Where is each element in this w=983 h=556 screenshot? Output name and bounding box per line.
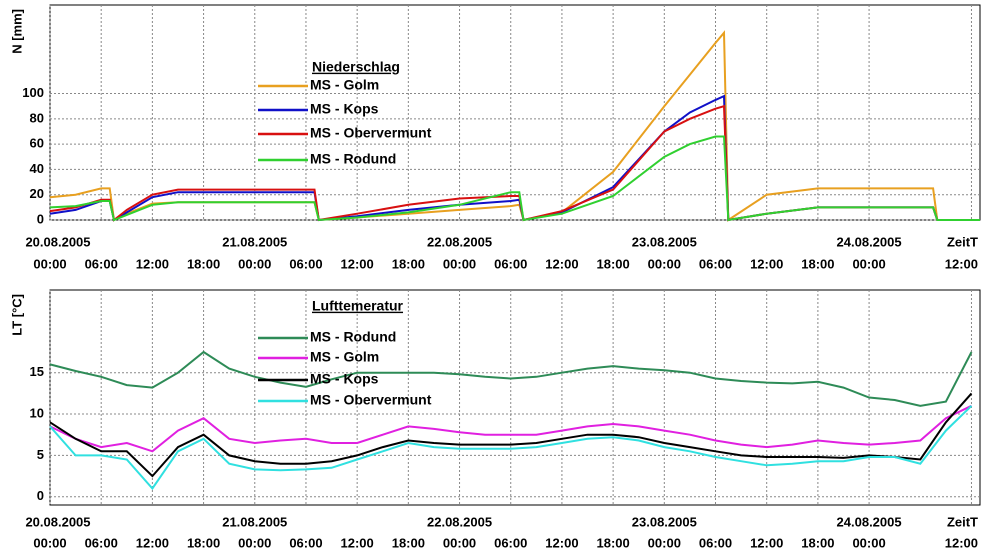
legend-label: MS - Golm (310, 349, 379, 365)
y-tick-label: 80 (30, 110, 44, 125)
x-tick-label: 00:00 (33, 256, 66, 271)
x-tick-label: 00:00 (238, 535, 271, 550)
x-tick-label: 12:00 (545, 535, 578, 550)
x-tick-label: 12:00 (136, 256, 169, 271)
date-tick-label: 23.08.2005 (632, 234, 697, 249)
date-tick-label: 24.08.2005 (837, 234, 902, 249)
x-tick-label: 00:00 (648, 256, 681, 271)
y-tick-label: 0 (37, 211, 44, 226)
series-line (49, 404, 972, 453)
legend-label: MS - Golm (310, 77, 379, 93)
x-axis-label: ZeitT (947, 514, 978, 529)
series-line (49, 135, 980, 222)
legend-label: MS - Rodund (310, 151, 396, 167)
legend-title: Lufttemeratur (312, 298, 404, 314)
x-tick-label: 18:00 (801, 256, 834, 271)
x-tick-label: 00:00 (33, 535, 66, 550)
series-line (49, 405, 973, 491)
x-tick-label: 00:00 (852, 256, 885, 271)
x-tick-label: 18:00 (392, 535, 425, 550)
date-tick-label: 24.08.2005 (837, 514, 902, 529)
x-tick-label: 12:00 (945, 256, 978, 271)
date-tick-label: 22.08.2005 (427, 234, 492, 249)
legend-label: MS - Kops (310, 101, 379, 117)
x-tick-label: 06:00 (289, 256, 322, 271)
x-tick-label: 00:00 (443, 256, 476, 271)
x-tick-label: 18:00 (187, 535, 220, 550)
legend-label: MS - Rodund (310, 329, 396, 345)
y-tick-label: 100 (22, 85, 44, 100)
x-tick-label: 18:00 (596, 535, 629, 550)
legend-title: Niederschlag (312, 59, 400, 75)
x-tick-label: 18:00 (187, 256, 220, 271)
x-tick-label: 00:00 (238, 256, 271, 271)
x-tick-label: 00:00 (443, 535, 476, 550)
x-tick-label: 18:00 (392, 256, 425, 271)
x-tick-label: 12:00 (545, 256, 578, 271)
x-tick-label: 06:00 (494, 535, 527, 550)
x-tick-label: 18:00 (596, 256, 629, 271)
x-tick-label: 00:00 (852, 535, 885, 550)
x-tick-label: 12:00 (341, 256, 374, 271)
series-line (49, 350, 973, 407)
plot-area (49, 4, 981, 221)
legend-label: MS - Obervermunt (310, 392, 432, 408)
date-tick-label: 22.08.2005 (427, 514, 492, 529)
x-tick-label: 06:00 (699, 256, 732, 271)
x-tick-label: 06:00 (85, 535, 118, 550)
plot-area (49, 289, 981, 506)
x-tick-label: 12:00 (341, 535, 374, 550)
x-tick-label: 12:00 (750, 535, 783, 550)
x-axis-label: ZeitT (947, 234, 978, 249)
series-line (49, 30, 980, 222)
y-axis-label: LT [°C] (9, 294, 24, 336)
y-tick-label: 0 (37, 488, 44, 503)
x-tick-label: 06:00 (494, 256, 527, 271)
date-tick-label: 20.08.2005 (25, 514, 90, 529)
date-tick-label: 21.08.2005 (222, 234, 287, 249)
x-tick-label: 00:00 (648, 535, 681, 550)
y-tick-label: 15 (30, 364, 44, 379)
x-tick-label: 06:00 (289, 535, 322, 550)
y-tick-label: 5 (37, 447, 44, 462)
date-tick-label: 23.08.2005 (632, 514, 697, 529)
legend-label: MS - Kops (310, 371, 379, 387)
date-tick-label: 21.08.2005 (222, 514, 287, 529)
x-tick-label: 18:00 (801, 535, 834, 550)
x-tick-label: 12:00 (945, 535, 978, 550)
y-tick-label: 40 (30, 161, 44, 176)
y-tick-label: 10 (30, 405, 44, 420)
series-line (49, 392, 973, 478)
x-tick-label: 06:00 (85, 256, 118, 271)
y-axis-label: N [mm] (9, 9, 24, 54)
x-tick-label: 12:00 (136, 535, 169, 550)
x-tick-label: 06:00 (699, 535, 732, 550)
date-tick-label: 20.08.2005 (25, 234, 90, 249)
y-tick-label: 20 (30, 186, 44, 201)
y-tick-label: 60 (30, 136, 44, 151)
x-tick-label: 12:00 (750, 256, 783, 271)
legend-label: MS - Obervermunt (310, 125, 432, 141)
